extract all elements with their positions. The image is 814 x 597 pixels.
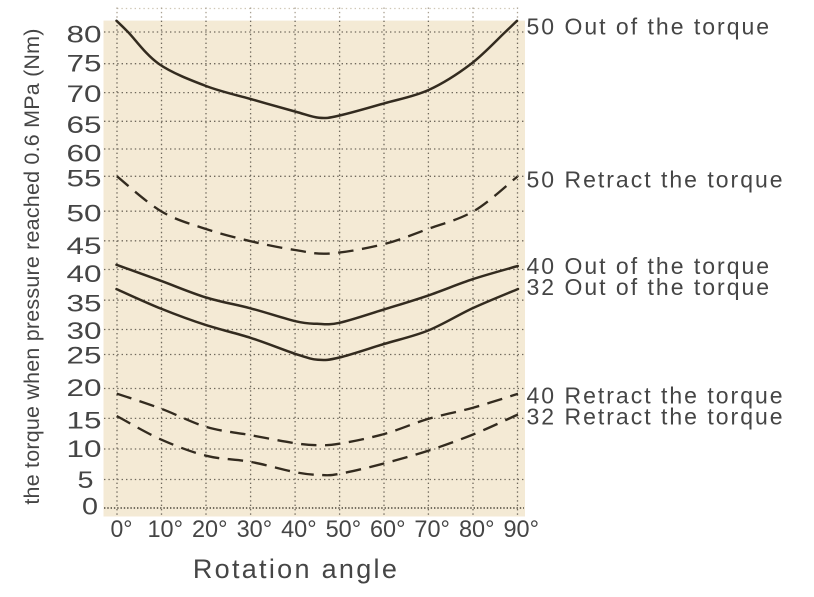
svg-text:80: 80 bbox=[67, 22, 102, 49]
svg-text:40°: 40° bbox=[281, 516, 317, 543]
svg-text:5: 5 bbox=[78, 467, 94, 494]
svg-text:30: 30 bbox=[67, 318, 102, 345]
svg-text:0: 0 bbox=[82, 494, 98, 521]
svg-text:32 Out of the torque: 32 Out of the torque bbox=[527, 274, 772, 300]
svg-text:10°: 10° bbox=[148, 516, 184, 543]
svg-text:60: 60 bbox=[67, 141, 102, 168]
svg-text:40 Out of the torque: 40 Out of the torque bbox=[527, 253, 772, 279]
svg-text:35: 35 bbox=[67, 291, 102, 318]
svg-text:the torque when pressure reach: the torque when pressure reached 0.6 MPa… bbox=[20, 28, 44, 504]
svg-text:0°: 0° bbox=[111, 516, 133, 543]
svg-text:50: 50 bbox=[67, 201, 102, 228]
svg-text:45: 45 bbox=[67, 233, 102, 260]
svg-text:10: 10 bbox=[67, 436, 102, 463]
svg-text:15: 15 bbox=[67, 408, 102, 435]
svg-text:50°: 50° bbox=[326, 516, 362, 543]
svg-text:20: 20 bbox=[67, 375, 102, 402]
svg-text:65: 65 bbox=[67, 112, 102, 139]
svg-text:70: 70 bbox=[67, 81, 102, 108]
svg-text:55: 55 bbox=[67, 166, 102, 193]
svg-text:Rotation angle: Rotation angle bbox=[193, 554, 399, 584]
svg-text:40 Retract the torque: 40 Retract the torque bbox=[527, 383, 785, 409]
svg-text:20°: 20° bbox=[192, 516, 228, 543]
svg-text:32 Retract the torque: 32 Retract the torque bbox=[527, 403, 785, 429]
svg-text:50 Out of the torque: 50 Out of the torque bbox=[527, 13, 772, 39]
svg-text:30°: 30° bbox=[237, 516, 273, 543]
svg-text:50 Retract the torque: 50 Retract the torque bbox=[527, 166, 785, 192]
svg-text:70°: 70° bbox=[414, 516, 450, 543]
svg-text:60°: 60° bbox=[370, 516, 406, 543]
svg-text:80°: 80° bbox=[459, 516, 495, 543]
svg-text:90°: 90° bbox=[504, 516, 540, 543]
svg-text:40: 40 bbox=[67, 261, 102, 288]
svg-text:75: 75 bbox=[67, 51, 102, 78]
svg-text:25: 25 bbox=[67, 343, 102, 370]
